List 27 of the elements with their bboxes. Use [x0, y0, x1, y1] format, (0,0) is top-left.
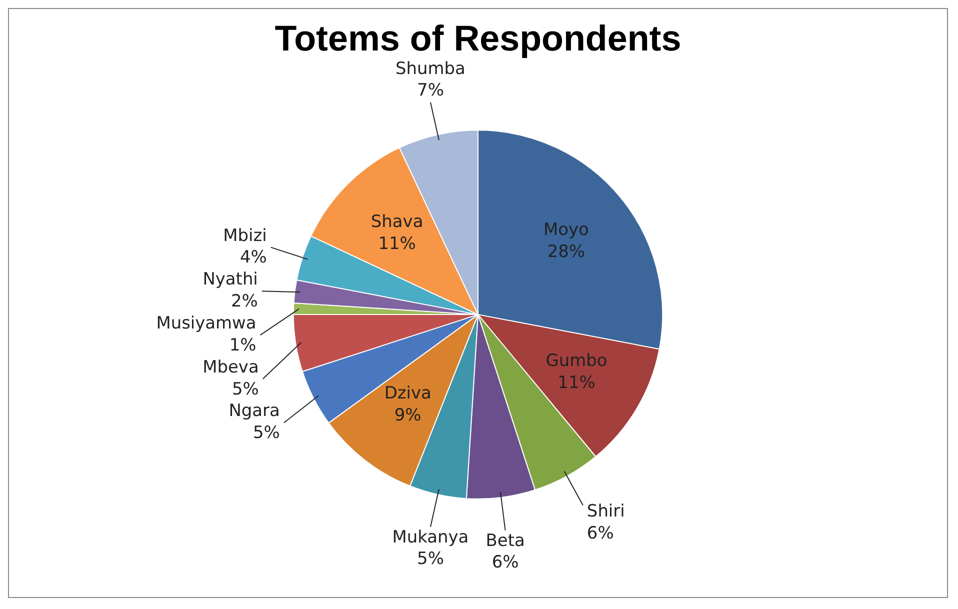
data-label: 5% [253, 422, 280, 442]
slice-label: Moyo [543, 219, 589, 240]
data-label: 7% [417, 80, 444, 100]
data-label: 11% [558, 372, 596, 392]
slice-label: Shiri [586, 500, 625, 521]
data-label: 9% [394, 404, 422, 424]
slice-label: Shava [370, 211, 424, 232]
data-label: 11% [378, 233, 416, 254]
data-label: 6% [586, 522, 614, 543]
data-label: 28% [547, 241, 586, 262]
data-label: 5% [232, 378, 259, 398]
chart-title: Totems of Respondents [274, 18, 682, 58]
slice-label: Nyathi [202, 268, 258, 289]
slice-label: Musiyamwa [156, 312, 256, 332]
data-label: 5% [417, 548, 444, 568]
slice-label: Dziva [384, 382, 432, 402]
slice-label: Beta [486, 530, 525, 550]
slice-label: Shumba [396, 58, 466, 78]
slice-label: Ngara [228, 400, 280, 420]
data-label: 6% [492, 552, 519, 572]
slice-label: Gumbo [546, 350, 608, 370]
slice-label: Mukanya [392, 526, 469, 546]
slice-label: Mbizi [223, 224, 267, 245]
slice-label: Mbeva [202, 356, 259, 376]
data-label: 1% [229, 334, 256, 354]
data-label: 4% [240, 246, 267, 267]
data-label: 2% [231, 290, 258, 311]
